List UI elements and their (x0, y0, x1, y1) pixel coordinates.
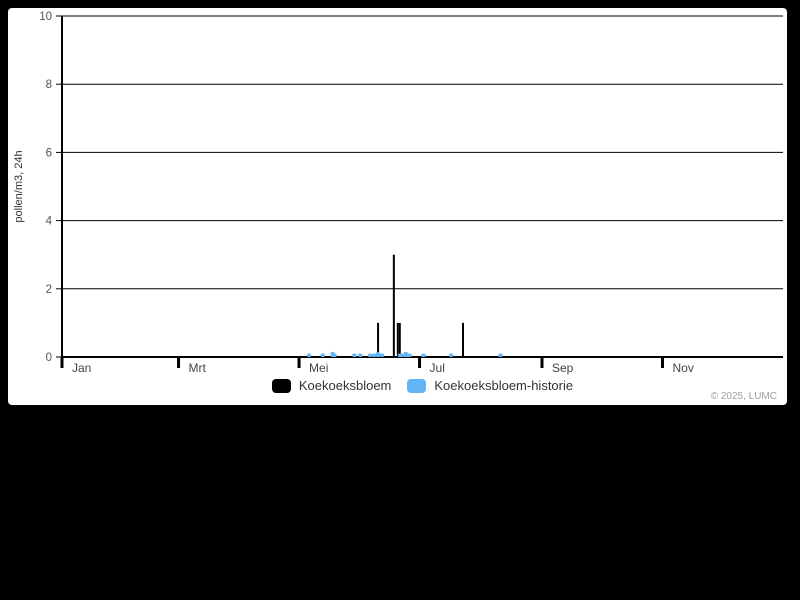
y-tick-label: 8 (46, 79, 52, 91)
legend-swatch-koekoeksbloem-historie (407, 378, 427, 393)
x-tick-label: Mrt (189, 361, 207, 375)
bar-koekoeksbloem-historie[interactable] (407, 353, 412, 357)
bar-koekoeksbloem[interactable] (377, 322, 380, 357)
legend-item-koekoeksbloem-historie[interactable]: Koekoeksbloem-historie (407, 378, 573, 393)
bar-koekoeksbloem-historie[interactable] (372, 353, 377, 357)
y-tick-label: 6 (46, 147, 52, 159)
bar-koekoeksbloem-historie[interactable] (352, 353, 357, 357)
bar-koekoeksbloem-historie[interactable] (449, 353, 454, 357)
x-tick-label: Nov (673, 361, 694, 375)
bar-koekoeksbloem[interactable] (396, 322, 399, 357)
bar-koekoeksbloem-historie[interactable] (421, 353, 426, 357)
chart-legend: Koekoeksbloem Koekoeksbloem-historie (62, 378, 783, 393)
bar-koekoeksbloem-historie[interactable] (376, 351, 381, 357)
bar-koekoeksbloem-historie[interactable] (332, 353, 337, 357)
x-tick-label: Jul (430, 361, 445, 375)
bar-koekoeksbloem[interactable] (461, 322, 464, 357)
legend-label-koekoeksbloem-historie: Koekoeksbloem-historie (434, 378, 574, 393)
copyright-text: © 2025, LUMC (710, 391, 777, 402)
y-tick-label: 4 (46, 216, 53, 228)
bar-koekoeksbloem-historie[interactable] (498, 353, 503, 357)
legend-label-koekoeksbloem: Koekoeksbloem (298, 378, 392, 393)
y-tick-label: 10 (39, 11, 52, 23)
y-tick-label: 0 (46, 352, 52, 364)
chart-card: 0 2 4 6 8 10 Jan Mrt Mei Jul Sep Nov pollen/m3, 24h … (8, 8, 787, 405)
bar-koekoeksbloem-historie[interactable] (320, 353, 325, 357)
x-tick-label: Mei (309, 361, 328, 375)
y-tick-label: 2 (46, 284, 52, 296)
bar-koekoeksbloem-historie[interactable] (358, 353, 363, 357)
bar-koekoeksbloem-historie[interactable] (306, 353, 311, 357)
legend-item-koekoeksbloem[interactable]: Koekoeksbloem (271, 378, 392, 393)
x-tick-label: Jan (72, 361, 91, 375)
bar-koekoeksbloem[interactable] (398, 322, 401, 357)
y-axis-title: pollen/m3, 24h (13, 150, 25, 222)
bar-koekoeksbloem-historie[interactable] (368, 353, 373, 357)
bar-koekoeksbloem-historie[interactable] (380, 353, 385, 357)
pollen-chart: 0 2 4 6 8 10 Jan Mrt Mei Jul Sep Nov pollen/m3, 24h (13, 11, 783, 375)
x-tick-label: Sep (552, 361, 574, 375)
bar-koekoeksbloem[interactable] (392, 254, 395, 357)
bar-koekoeksbloem-historie[interactable] (399, 353, 404, 357)
legend-swatch-koekoeksbloem (271, 378, 291, 393)
